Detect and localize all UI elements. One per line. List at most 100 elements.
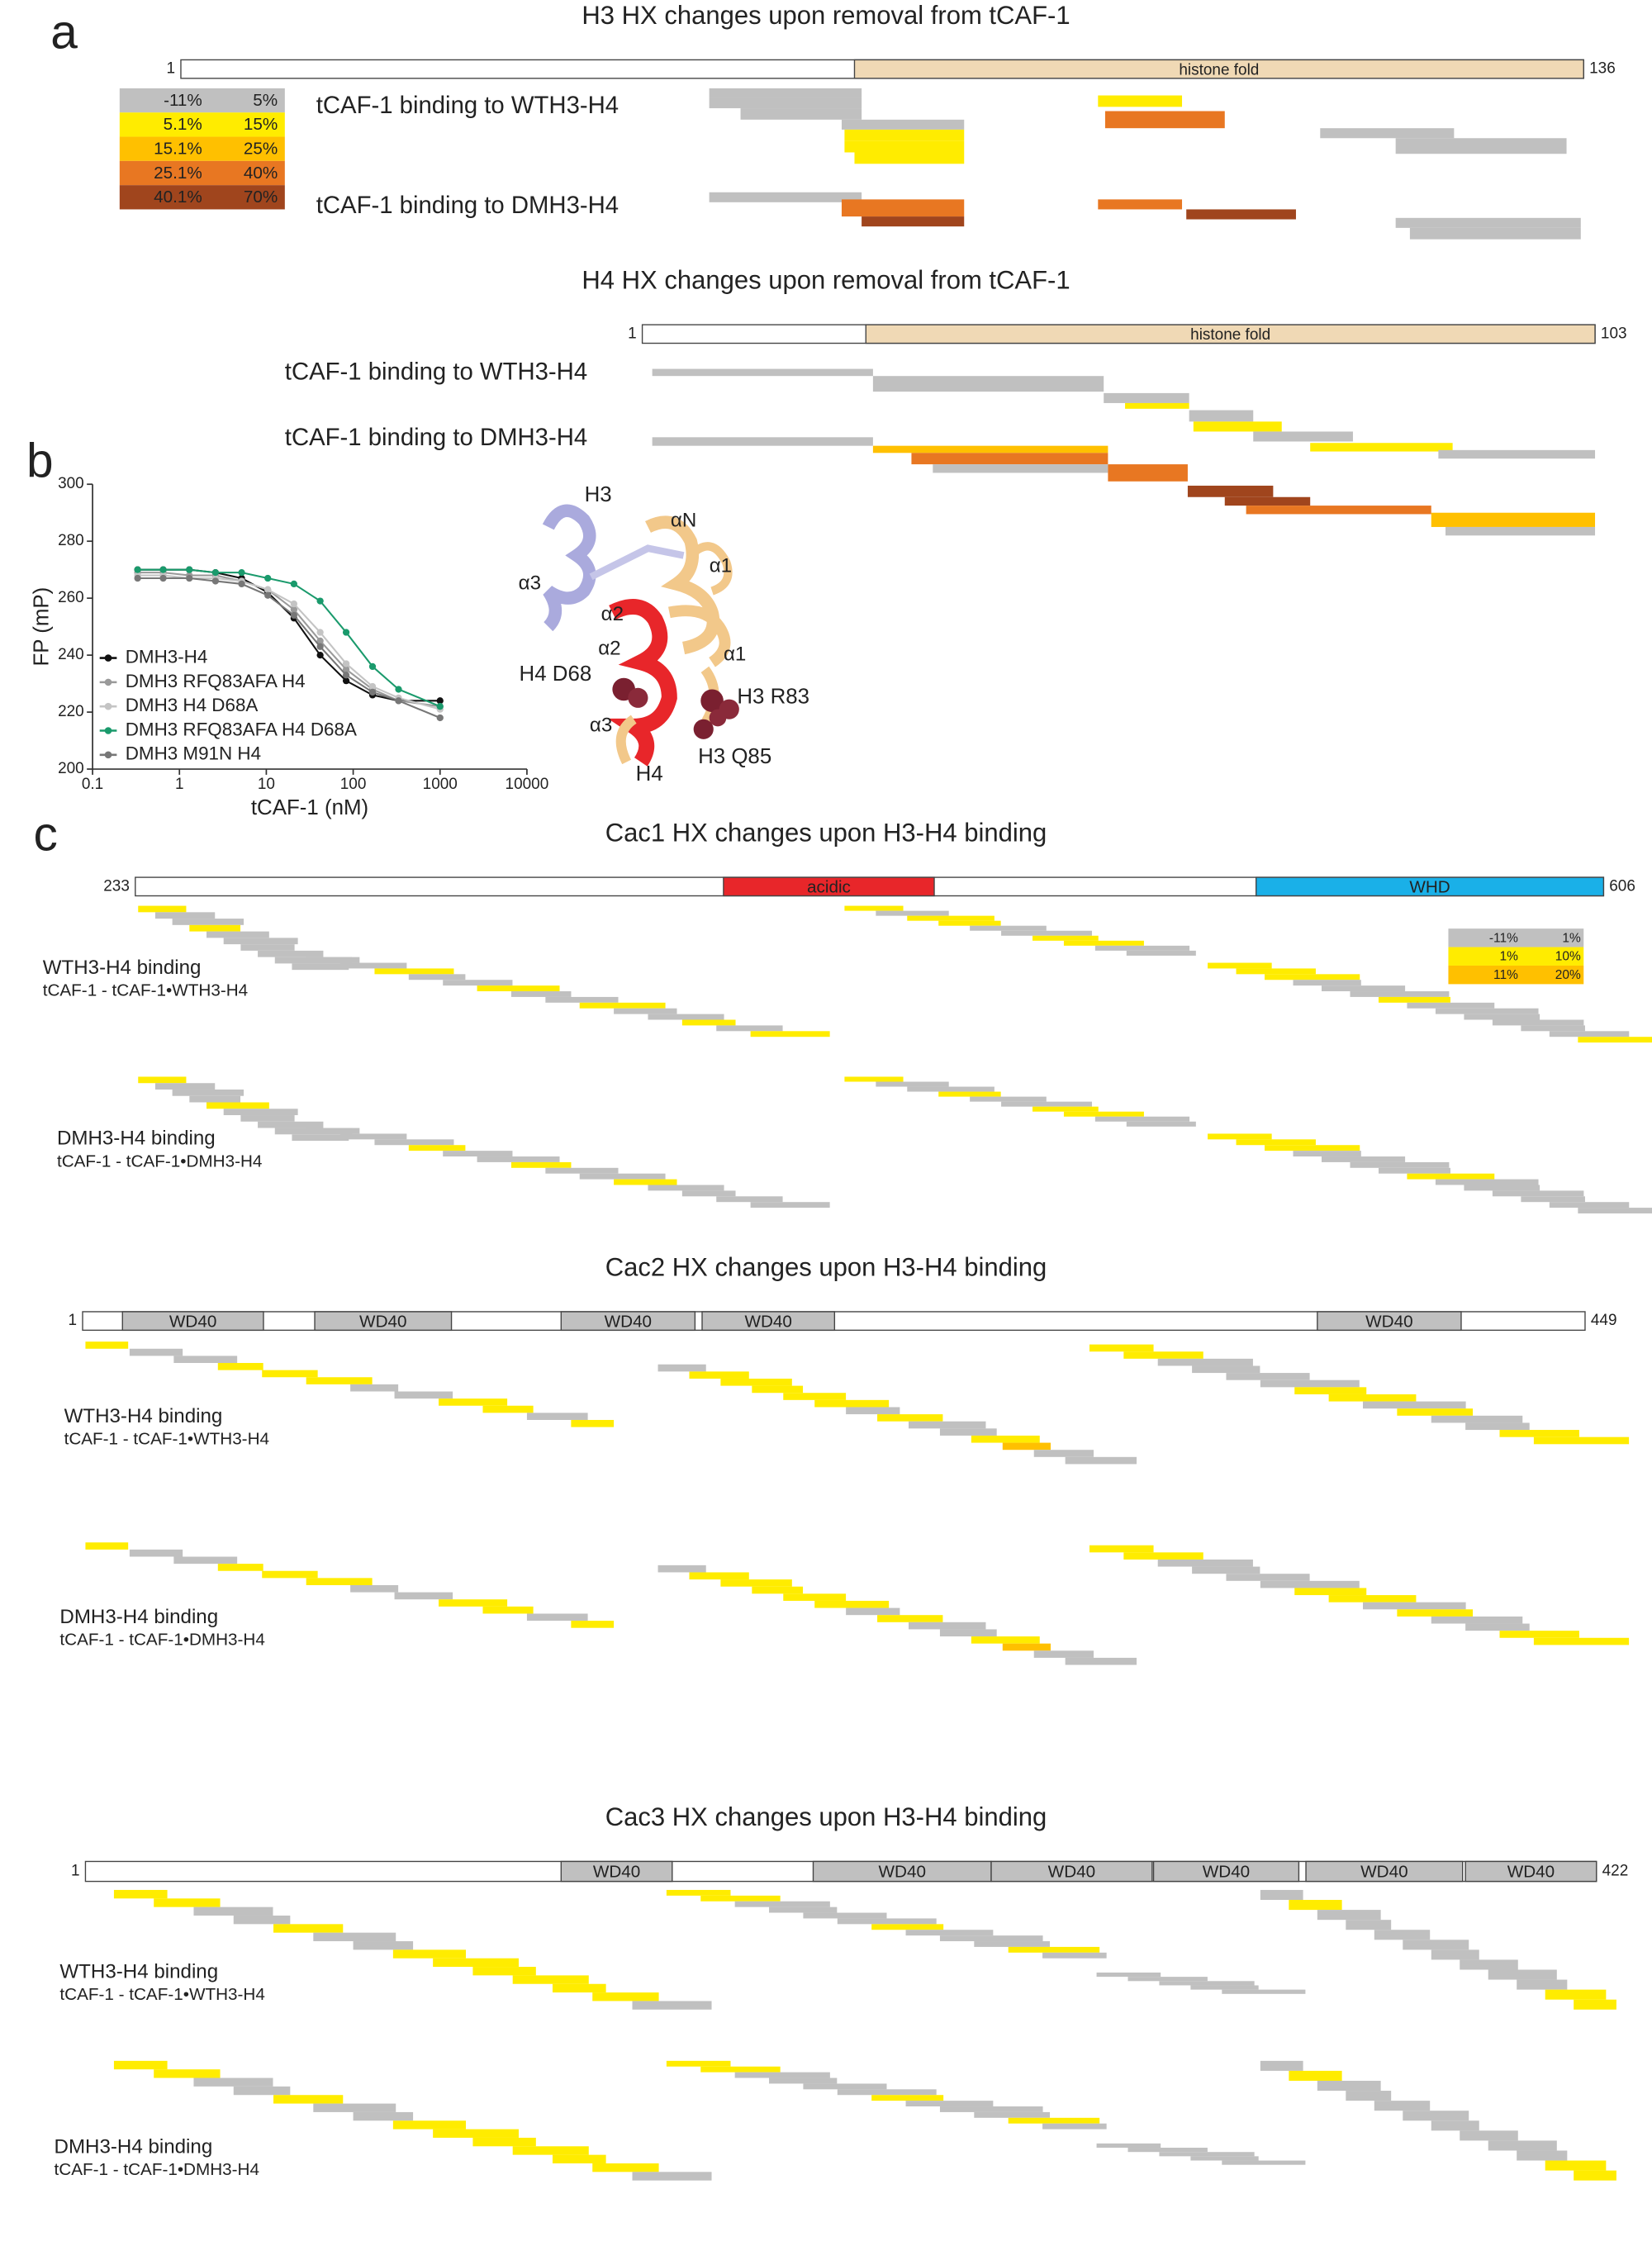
row-label: DMH3-H4 binding [57,1128,216,1150]
domain-label: histone fold [1190,326,1270,344]
peptide [1492,1190,1584,1197]
peptide [1350,991,1450,997]
legend-label: 40.1% [154,188,202,207]
data-point [436,714,444,722]
peptide [443,1151,513,1157]
peptide [1460,1959,1518,1970]
sequence-end: 449 [1591,1312,1617,1329]
domain-label: WD40 [1048,1863,1095,1882]
peptide [138,905,187,913]
peptide [408,974,466,981]
peptide [1431,2120,1479,2131]
peptide [545,996,619,1003]
structure-label: α1 [710,555,732,577]
peptide [273,2095,344,2104]
peptide [1521,1025,1585,1032]
peptide [1224,496,1311,506]
peptide [1465,1422,1530,1431]
domain-label: WD40 [1360,1863,1408,1882]
peptide [1488,1969,1557,1980]
peptide [905,1930,994,1936]
row-label: tCAF-1 binding to WTH3-H4 [316,92,619,119]
sequence-start: 1 [167,60,176,78]
peptide [1549,1202,1630,1208]
structure-label: α2 [601,603,624,625]
data-point [368,682,377,691]
peptide [223,938,298,945]
peptide [911,453,1108,465]
peptide [1008,1946,1100,1953]
peptide [933,464,1108,473]
peptide [1208,962,1272,969]
peptide [526,1613,588,1622]
legend-label: DMH3-H4 [126,646,208,667]
domain-label: WD40 [1203,1863,1250,1882]
peptide [803,2083,887,2090]
peptide [1042,2123,1107,2130]
peptide [1125,402,1189,409]
peptide [233,2086,291,2096]
row-sublabel: tCAF-1 - tCAF-1•WTH3-H4 [59,1985,264,2004]
domain-label: WD40 [359,1312,406,1331]
peptide [1108,464,1188,482]
peptide [313,1932,396,1942]
peptide [666,1889,731,1896]
structure-label: H4 [636,762,663,786]
fit-line [137,568,441,708]
peptide [306,957,360,963]
x-tick-label: 10 [258,776,275,793]
peptide [1192,1365,1260,1374]
peptide [970,925,1047,931]
peptide [306,1128,360,1134]
peptide [1065,1456,1137,1465]
legend-label: 15.1% [154,140,202,159]
peptide [1189,410,1254,422]
peptide [477,985,560,992]
peptide [510,991,572,997]
peptide [1578,1208,1652,1213]
peptide [652,368,873,377]
peptide [632,2001,712,2010]
peptide [1094,1116,1190,1122]
peptide [173,1556,238,1565]
peptide [1294,1588,1367,1596]
peptide [1246,506,1431,515]
panel-title: Cac1 HX changes upon H3-H4 binding [605,819,1047,848]
row-label: tCAF-1 binding to DMH3-H4 [316,192,619,219]
peptide [814,1600,890,1608]
legend-label: -11% [1489,931,1518,945]
peptide [154,2069,221,2078]
peptide [240,944,295,951]
peptide [472,2137,536,2147]
data-point [134,566,141,573]
peptide [1499,1631,1579,1638]
data-point [290,605,298,614]
peptide [262,1370,318,1378]
peptide [1042,1952,1107,1959]
peptide [1294,1387,1367,1394]
peptide [1435,1179,1539,1185]
data-point [211,568,220,577]
data-point [316,629,324,636]
peptide [814,1399,890,1408]
peptide [262,1570,318,1579]
legend-label: -11% [164,91,202,110]
domain [990,1860,1153,1883]
peptide [1397,1609,1474,1617]
data-point [186,566,193,573]
peptide [648,1014,724,1020]
peptide [206,931,269,938]
peptide [193,1906,273,1916]
data-point [290,611,298,619]
peptide [292,1134,349,1142]
peptide [939,2106,1043,2112]
peptide [526,1413,588,1420]
peptide [1253,431,1353,442]
domain-label: WD40 [744,1312,791,1331]
peptide [292,963,349,971]
peptide [752,1385,804,1394]
legend-label: 5.1% [164,115,202,134]
peptide [1289,1900,1342,1911]
peptide [657,1565,706,1573]
row-label: tCAF-1 binding to DMH3-H4 [285,424,587,451]
